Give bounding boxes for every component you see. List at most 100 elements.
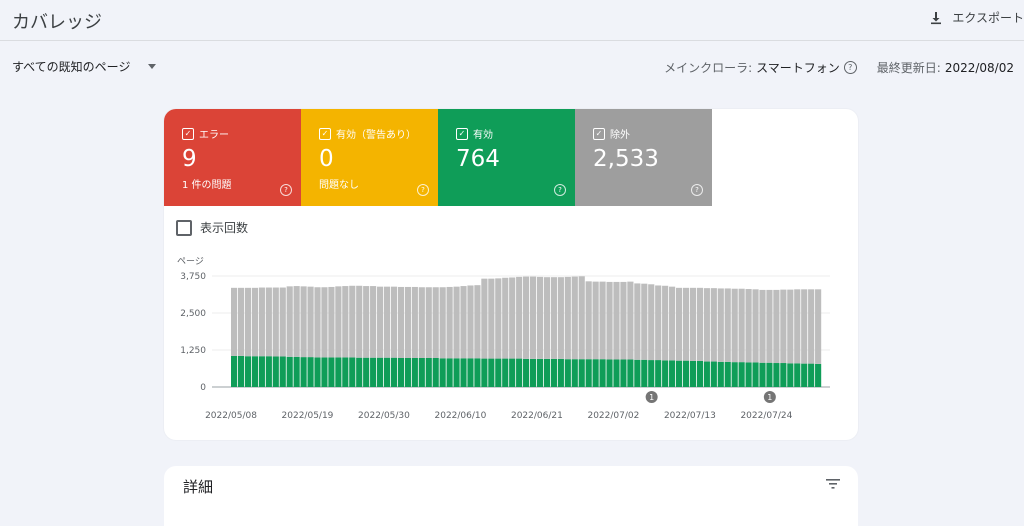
bar-excluded: [307, 286, 314, 358]
crawler-value: スマートフォン: [756, 61, 840, 75]
x-tick-label: 2022/06/10: [435, 411, 487, 421]
bar-excluded: [675, 287, 683, 361]
tile-value: 9: [182, 146, 197, 172]
page-title: カバレッジ: [12, 12, 102, 33]
y-tick-label: 2,500: [180, 309, 206, 319]
x-tick-label: 2022/07/13: [664, 411, 716, 421]
coverage-card: ✓ エラー 9 1 件の問題 ? ✓ 有効（警告あり） 0 問題なし ? ✓ 有効 7…: [164, 109, 858, 440]
bar-excluded: [363, 286, 370, 358]
x-tick-label: 2022/05/19: [282, 411, 334, 421]
bar-excluded: [383, 286, 391, 358]
checkbox-checked-icon[interactable]: ✓: [319, 127, 331, 140]
bar-valid: [675, 360, 683, 387]
bar-valid: [293, 356, 300, 387]
bar-excluded: [495, 278, 502, 359]
bar-excluded: [801, 289, 808, 364]
bar-valid: [585, 359, 592, 387]
filter-icon[interactable]: [826, 479, 840, 489]
bar-valid: [258, 356, 265, 387]
bar-valid: [592, 359, 599, 387]
export-button[interactable]: エクスポート: [928, 9, 1024, 26]
crawler-info: メインクローラ: スマートフォン ? 最終更新日: 2022/08/02: [664, 59, 1014, 76]
bar-valid: [279, 356, 286, 387]
bar-excluded: [321, 287, 328, 358]
bar-valid: [752, 362, 759, 387]
bar-valid: [801, 363, 808, 387]
bar-valid: [397, 357, 405, 387]
annotation-label: 1: [649, 393, 654, 402]
bar-valid: [502, 358, 509, 387]
tile-error[interactable]: ✓ エラー 9 1 件の問題 ?: [164, 109, 301, 206]
bar-valid: [335, 357, 342, 387]
bar-excluded: [794, 289, 801, 364]
checkbox-icon[interactable]: [176, 219, 192, 236]
bar-valid: [516, 358, 523, 387]
y-tick-label: 3,750: [180, 272, 206, 282]
bar-excluded: [258, 287, 265, 357]
filter-bar: すべての既知のページ メインクローラ: スマートフォン ? 最終更新日: 202…: [0, 52, 1024, 82]
bar-valid: [383, 357, 391, 387]
bar-excluded: [439, 287, 446, 359]
bar-valid: [557, 358, 564, 387]
page-filter-dropdown[interactable]: すべての既知のページ: [12, 58, 157, 75]
tile-excluded[interactable]: ✓ 除外 2,533 ?: [575, 109, 712, 206]
bar-excluded: [585, 281, 592, 360]
tile-value: 0: [319, 146, 334, 172]
bar-excluded: [342, 286, 349, 358]
bar-excluded: [655, 285, 662, 361]
bar-valid: [745, 362, 752, 387]
bar-valid: [474, 358, 481, 387]
x-tick-label: 2022/06/21: [511, 411, 563, 421]
bar-excluded: [272, 287, 279, 357]
bar-valid: [662, 360, 669, 387]
checkbox-checked-icon[interactable]: ✓: [456, 127, 468, 140]
bar-excluded: [335, 286, 342, 358]
last-updated-label: 最終更新日:: [876, 61, 941, 75]
bar-valid: [669, 360, 676, 387]
help-icon[interactable]: ?: [691, 184, 703, 196]
bar-valid: [509, 358, 516, 387]
help-icon[interactable]: ?: [417, 184, 429, 196]
bar-excluded: [731, 288, 738, 363]
tile-valid[interactable]: ✓ 有効 764 ?: [438, 109, 575, 206]
chevron-down-icon: [148, 64, 157, 69]
impressions-toggle[interactable]: 表示回数: [176, 219, 248, 236]
bar-excluded: [328, 286, 335, 358]
checkbox-checked-icon[interactable]: ✓: [593, 127, 605, 140]
bar-valid: [689, 360, 697, 387]
bar-valid: [314, 357, 321, 387]
bar-excluded: [293, 286, 300, 357]
bar-excluded: [474, 285, 481, 359]
bar-valid: [703, 361, 710, 387]
help-icon[interactable]: ?: [280, 184, 292, 196]
help-icon[interactable]: ?: [843, 61, 857, 74]
x-tick-label: 2022/07/24: [740, 411, 792, 421]
help-icon[interactable]: ?: [554, 184, 566, 196]
bar-excluded: [662, 285, 669, 361]
tile-label: 有効: [473, 130, 493, 141]
bar-valid: [446, 358, 453, 387]
bar-valid: [265, 356, 272, 387]
bar-excluded: [265, 287, 272, 357]
bar-excluded: [627, 281, 634, 360]
bar-valid: [794, 363, 801, 387]
bar-valid: [766, 362, 773, 387]
bar-valid: [780, 363, 787, 387]
bar-valid: [641, 359, 648, 387]
checkbox-checked-icon[interactable]: ✓: [182, 127, 194, 140]
bar-excluded: [543, 277, 551, 359]
bar-valid: [634, 359, 641, 387]
bar-valid: [717, 361, 724, 387]
bar-excluded: [759, 289, 766, 363]
bar-excluded: [432, 287, 439, 358]
bar-valid: [787, 363, 794, 387]
bar-excluded: [634, 283, 641, 360]
bar-excluded: [237, 287, 245, 356]
bar-excluded: [787, 289, 794, 364]
tile-valid-warning[interactable]: ✓ 有効（警告あり） 0 問題なし ?: [301, 109, 438, 206]
bar-excluded: [279, 287, 286, 357]
bar-excluded: [773, 289, 780, 364]
coverage-chart: 0 1,250 2,500 3,750 2022/05/08 2022/05/19 2022…: [180, 272, 830, 421]
bar-valid: [300, 357, 307, 387]
bar-valid: [696, 360, 703, 387]
